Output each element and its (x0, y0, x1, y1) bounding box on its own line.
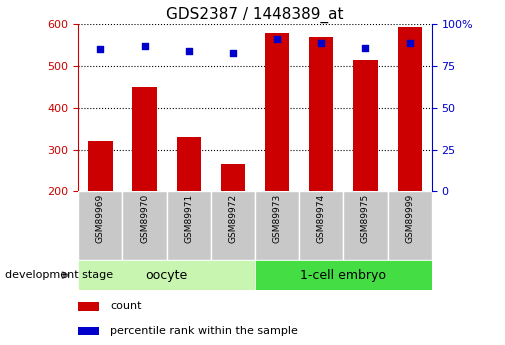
Bar (265, 32, 289, 191)
Bar (299, 191, 343, 260)
Text: 1-cell embryo: 1-cell embryo (300, 269, 386, 282)
Point (406, 40, 414, 45)
Bar (397, 27, 422, 191)
Bar (167, 191, 211, 260)
Bar (177, 137, 201, 191)
Text: count: count (110, 302, 141, 311)
Text: GSM89999: GSM89999 (405, 194, 414, 243)
Bar (255, 191, 299, 260)
Point (362, 45, 370, 50)
Point (96, 47, 105, 52)
Point (317, 40, 325, 45)
Bar (221, 164, 245, 191)
Point (140, 43, 148, 49)
Bar (78, 302, 99, 311)
Bar (78, 327, 99, 335)
Bar (88, 141, 113, 191)
Bar (211, 191, 255, 260)
Text: development stage: development stage (5, 270, 113, 280)
Text: GSM89972: GSM89972 (228, 194, 237, 243)
Point (229, 50, 237, 55)
Text: percentile rank within the sample: percentile rank within the sample (110, 326, 298, 336)
Point (185, 48, 193, 54)
Text: GSM89975: GSM89975 (361, 194, 370, 243)
Bar (132, 87, 157, 191)
Bar (78, 191, 123, 260)
Text: oocyte: oocyte (145, 269, 188, 282)
Bar (309, 37, 333, 191)
Point (273, 37, 281, 42)
Bar (354, 60, 378, 191)
Text: GSM89970: GSM89970 (140, 194, 149, 243)
Title: GDS2387 / 1448389_at: GDS2387 / 1448389_at (166, 7, 344, 23)
Bar (78, 260, 255, 290)
Bar (123, 191, 167, 260)
Text: GSM89974: GSM89974 (317, 194, 326, 243)
Bar (343, 191, 388, 260)
Bar (255, 260, 432, 290)
Text: GSM89973: GSM89973 (273, 194, 282, 243)
Text: GSM89971: GSM89971 (184, 194, 193, 243)
Bar (388, 191, 432, 260)
Text: GSM89969: GSM89969 (96, 194, 105, 243)
